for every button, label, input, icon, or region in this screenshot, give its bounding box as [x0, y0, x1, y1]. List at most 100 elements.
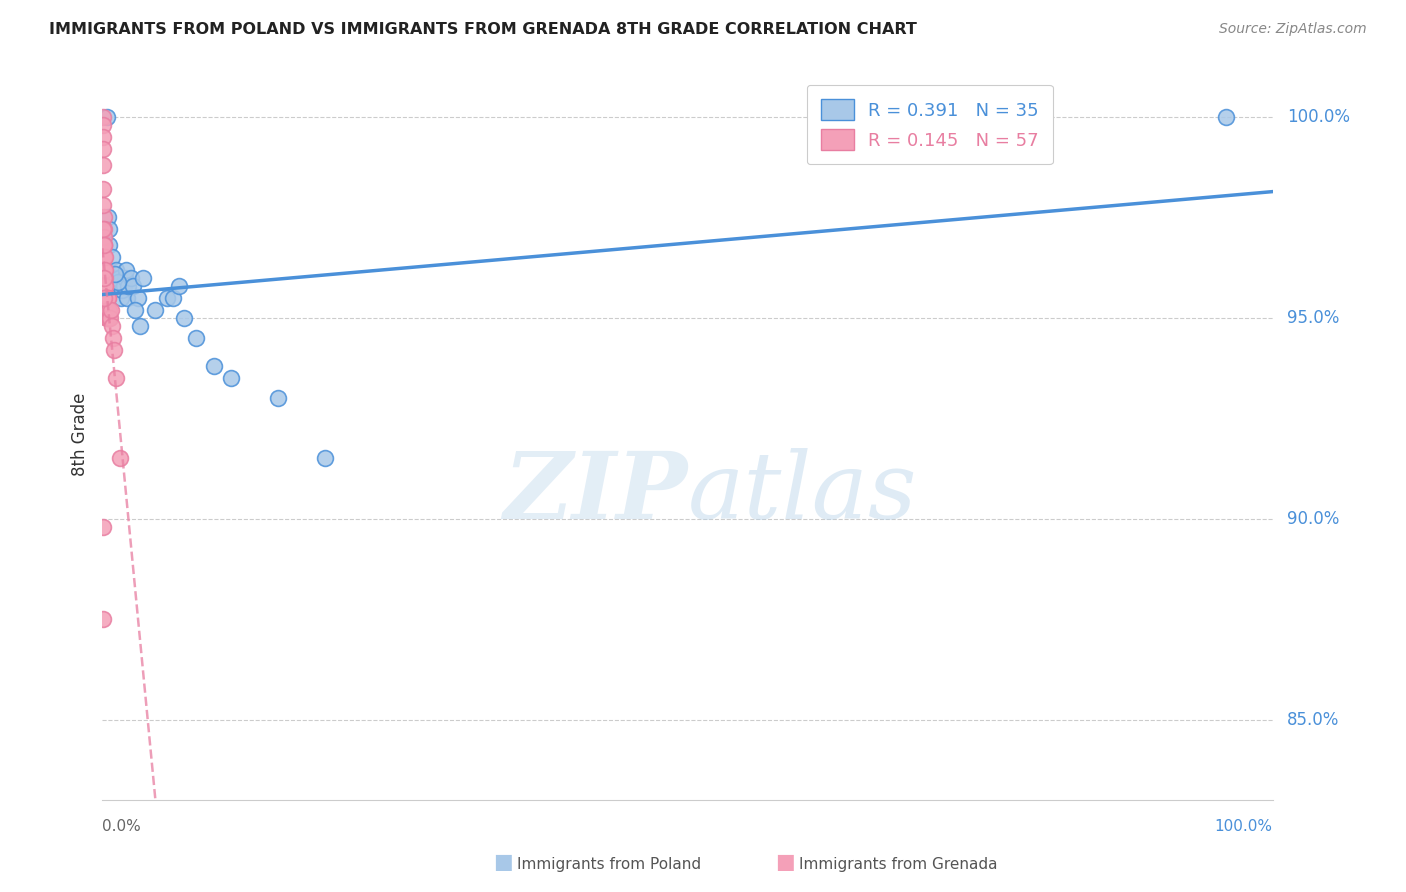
Point — [93, 262, 115, 277]
Point — [98, 310, 121, 325]
Point — [94, 291, 117, 305]
Point — [94, 302, 117, 317]
Point — [101, 331, 124, 345]
Point — [93, 291, 115, 305]
Text: IMMIGRANTS FROM POLAND VS IMMIGRANTS FROM GRENADA 8TH GRADE CORRELATION CHART: IMMIGRANTS FROM POLAND VS IMMIGRANTS FRO… — [49, 22, 917, 37]
Point — [94, 278, 117, 293]
Point — [91, 520, 114, 534]
Text: 100.0%: 100.0% — [1215, 819, 1272, 833]
Text: ■: ■ — [494, 853, 513, 872]
Point — [162, 291, 184, 305]
Point — [97, 302, 120, 317]
Text: 85.0%: 85.0% — [1286, 711, 1339, 729]
Point — [96, 302, 118, 317]
Point — [96, 110, 118, 124]
Point — [156, 291, 179, 305]
Point — [91, 110, 114, 124]
Point — [98, 238, 121, 252]
Point — [97, 291, 120, 305]
Point — [93, 251, 115, 265]
Point — [202, 359, 225, 373]
Point — [96, 291, 118, 305]
Point — [93, 158, 115, 172]
Point — [1215, 110, 1237, 124]
Point — [97, 211, 120, 225]
Point — [97, 222, 120, 236]
Point — [93, 238, 115, 252]
Point — [112, 278, 135, 293]
Point — [101, 318, 124, 333]
Point — [100, 302, 122, 317]
Point — [93, 270, 115, 285]
Point — [93, 182, 115, 196]
Point — [121, 278, 143, 293]
Point — [93, 278, 115, 293]
Point — [91, 129, 114, 144]
Point — [111, 283, 134, 297]
Point — [267, 391, 290, 405]
Point — [97, 310, 120, 325]
Point — [93, 262, 115, 277]
Point — [93, 238, 115, 252]
Point — [93, 230, 115, 244]
Point — [107, 275, 129, 289]
Point — [96, 291, 118, 305]
Point — [167, 278, 190, 293]
Text: ■: ■ — [775, 853, 794, 872]
Point — [91, 198, 114, 212]
Text: atlas: atlas — [688, 448, 917, 538]
Point — [173, 310, 195, 325]
Point — [115, 262, 138, 277]
Point — [93, 222, 115, 236]
Point — [219, 371, 242, 385]
Point — [105, 262, 128, 277]
Point — [105, 371, 128, 385]
Point — [94, 291, 117, 305]
Point — [120, 270, 142, 285]
Point — [93, 238, 115, 252]
Y-axis label: 8th Grade: 8th Grade — [72, 392, 89, 476]
Text: 100.0%: 100.0% — [1286, 108, 1350, 126]
Point — [93, 142, 115, 156]
Point — [110, 291, 132, 305]
Point — [94, 302, 117, 317]
Point — [124, 302, 146, 317]
Point — [108, 451, 131, 466]
Point — [91, 612, 114, 626]
Text: Immigrants from Grenada: Immigrants from Grenada — [799, 857, 997, 872]
Point — [93, 251, 115, 265]
Text: Immigrants from Poland: Immigrants from Poland — [517, 857, 702, 872]
Point — [93, 211, 115, 225]
Point — [184, 331, 207, 345]
Point — [117, 278, 139, 293]
Legend: R = 0.391   N = 35, R = 0.145   N = 57: R = 0.391 N = 35, R = 0.145 N = 57 — [807, 85, 1053, 164]
Point — [94, 291, 117, 305]
Point — [97, 302, 120, 317]
Point — [96, 310, 118, 325]
Point — [128, 318, 150, 333]
Point — [132, 270, 155, 285]
Point — [94, 278, 117, 293]
Point — [314, 451, 336, 466]
Point — [94, 302, 117, 317]
Point — [103, 343, 125, 357]
Point — [93, 251, 115, 265]
Point — [104, 267, 127, 281]
Point — [93, 270, 115, 285]
Point — [127, 291, 149, 305]
Text: Source: ZipAtlas.com: Source: ZipAtlas.com — [1219, 22, 1367, 37]
Text: ZIP: ZIP — [503, 448, 688, 538]
Text: 95.0%: 95.0% — [1286, 309, 1339, 326]
Point — [91, 118, 114, 132]
Point — [103, 270, 125, 285]
Text: 0.0%: 0.0% — [103, 819, 141, 833]
Point — [96, 302, 118, 317]
Point — [98, 302, 121, 317]
Point — [94, 278, 117, 293]
Point — [96, 302, 118, 317]
Point — [101, 251, 124, 265]
Point — [114, 270, 136, 285]
Text: 90.0%: 90.0% — [1286, 510, 1339, 528]
Point — [94, 291, 117, 305]
Point — [94, 291, 117, 305]
